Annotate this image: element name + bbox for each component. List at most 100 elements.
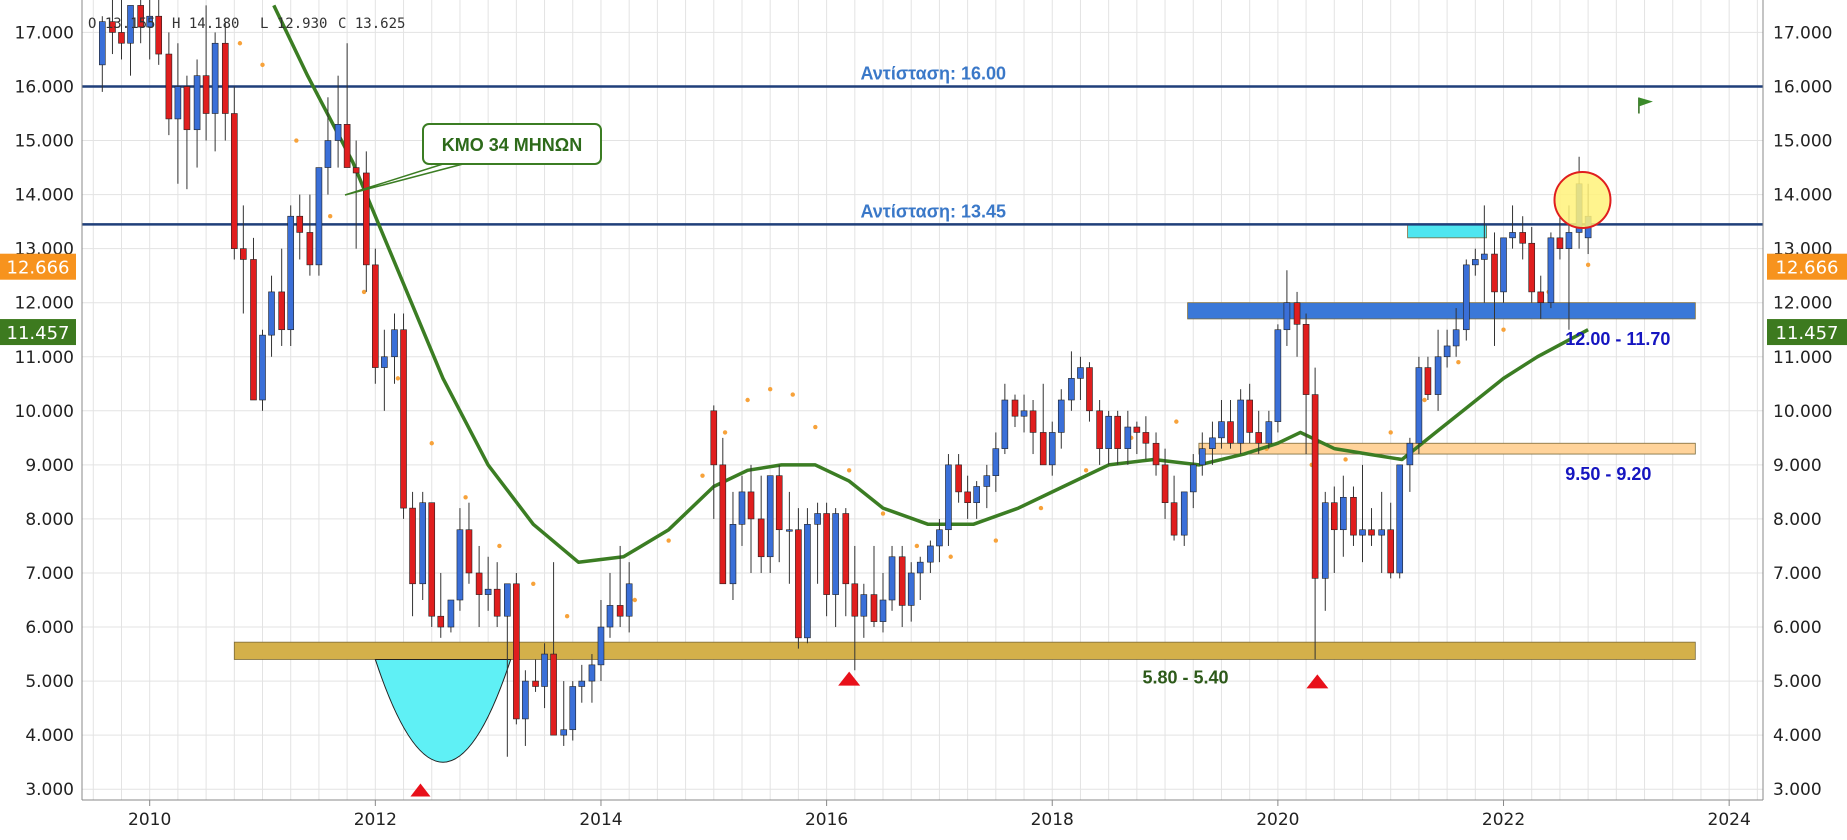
candle-body — [306, 232, 314, 266]
y-tick-label-right: 4.000 — [1773, 726, 1822, 746]
candle-body — [1020, 410, 1028, 417]
sar-dot — [1083, 468, 1089, 473]
candle-body — [625, 583, 633, 617]
candle-body — [860, 594, 868, 617]
candle-body — [1565, 232, 1573, 249]
candle-body — [1011, 399, 1019, 417]
candle-body — [493, 588, 501, 617]
candle-body — [823, 513, 830, 595]
candle-body — [842, 513, 850, 585]
rounding-bottom-shape — [374, 658, 512, 763]
candle-body — [729, 524, 737, 585]
candle-body — [278, 291, 285, 331]
sar-dot — [813, 424, 818, 430]
candle-body — [522, 680, 529, 720]
sar-dot — [722, 430, 728, 435]
sar-dot — [1456, 359, 1461, 365]
candle-body — [786, 529, 793, 532]
ohlc-low: L 12.930 — [260, 16, 327, 32]
annotation-box — [422, 123, 602, 165]
price-tag-text: 11.457 — [1776, 323, 1839, 344]
candle-body — [1068, 378, 1075, 401]
candle-body — [1311, 394, 1319, 579]
sar-dot — [1038, 505, 1044, 511]
candle-body — [1472, 259, 1479, 266]
sar-dot — [767, 386, 773, 392]
y-tick-label-left: 16.000 — [15, 77, 74, 97]
sar-dot — [361, 289, 367, 295]
candle-body — [1293, 302, 1301, 325]
candle-body — [1048, 432, 1056, 466]
candle-body — [927, 545, 934, 563]
bottom-marker — [410, 783, 431, 797]
zone-label: 5.80 - 5.40 — [1142, 667, 1228, 687]
candle-body — [99, 21, 106, 66]
candle-body — [174, 86, 182, 120]
candle-body — [315, 167, 323, 266]
y-tick-label-left: 6.000 — [25, 618, 74, 638]
candle-body — [898, 556, 906, 606]
candle-body — [964, 491, 971, 504]
y-tick-label-left: 3.000 — [25, 780, 74, 800]
price-zone — [233, 641, 1696, 660]
y-tick-label-right: 3.000 — [1773, 780, 1822, 800]
y-tick-label-left: 9.000 — [25, 456, 74, 476]
candle-body — [118, 32, 125, 44]
y-tick-label-right: 12.000 — [1773, 294, 1832, 314]
candle-body — [193, 75, 201, 131]
candle-body — [391, 329, 398, 358]
candle-body — [211, 42, 219, 114]
candle-body — [1255, 432, 1262, 444]
candle-body — [1227, 421, 1234, 444]
candle-body — [1142, 432, 1150, 444]
sar-dot — [497, 543, 502, 549]
y-tick-label-right: 8.000 — [1773, 510, 1822, 530]
ohlc-open: O 13.155 — [88, 16, 155, 32]
candle-body — [1415, 367, 1423, 444]
candle-body — [710, 410, 718, 466]
bottom-marker — [838, 671, 861, 686]
candle-body — [832, 513, 839, 595]
candle-body — [1274, 329, 1282, 422]
candle-body — [814, 513, 821, 525]
candle-body — [1350, 496, 1357, 536]
candle-body — [1001, 399, 1009, 449]
candle-body — [1491, 253, 1498, 293]
sar-dot — [1422, 397, 1427, 403]
chart-labels: 12.00 - 11.70 9.50 - 9.20 5.80 - 5.40 Αντίσ… — [442, 63, 1671, 687]
candle-body — [428, 502, 436, 617]
price-tag-left — [0, 253, 76, 280]
candle-body — [465, 529, 473, 574]
candle-body — [1528, 242, 1536, 293]
candle-body — [1387, 529, 1394, 574]
candle-body — [916, 561, 924, 574]
candle-body — [155, 15, 163, 55]
x-tick-label: 2020 — [1256, 810, 1299, 830]
candle-body — [268, 291, 275, 336]
candle-body — [1170, 502, 1178, 536]
candle-body — [324, 140, 332, 168]
zone-label: 12.00 - 11.70 — [1565, 329, 1670, 349]
candle-body — [907, 572, 915, 606]
sar-dot — [914, 543, 920, 549]
price-zone — [1407, 223, 1487, 239]
candle-body — [127, 5, 134, 44]
candle-body — [1180, 491, 1188, 536]
sar-dot — [790, 392, 795, 397]
sar-dot — [260, 62, 265, 68]
price-tag-text: 12.666 — [1776, 258, 1839, 279]
resistance-lines — [82, 85, 1763, 226]
sar-dot — [1343, 457, 1348, 462]
candle-body — [437, 615, 445, 628]
candle-body — [146, 15, 153, 28]
candle-body — [231, 113, 238, 249]
candle-body — [851, 583, 859, 617]
candle-body — [757, 518, 765, 558]
candle-body — [259, 334, 266, 401]
candle-body — [1086, 367, 1093, 412]
candle-body — [1378, 529, 1385, 536]
candle-body — [165, 53, 173, 120]
candle-body — [1218, 421, 1225, 439]
